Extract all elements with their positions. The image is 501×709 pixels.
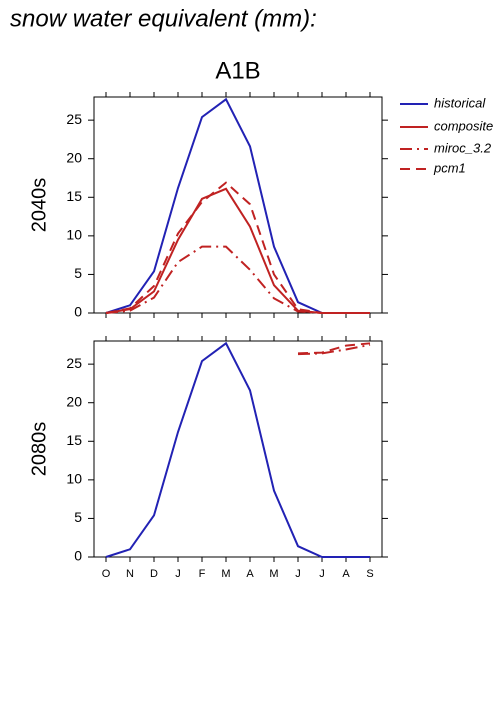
data-line [297,342,371,355]
x-tick-label: J [175,568,181,580]
data-line [105,245,370,314]
plot-frame [93,340,383,558]
data-line [105,187,370,314]
data-line [105,181,370,314]
x-tick-label: S [366,568,373,580]
x-tick-label: D [150,568,158,580]
x-tick-label: J [295,568,301,580]
legend-label: miroc_3.2 [434,140,492,155]
y-tick-label: 5 [74,509,82,525]
x-tick-label: M [269,568,278,580]
y-axis-label: 2040s [28,178,50,233]
panel-title: A1B [215,57,260,84]
x-tick-label: F [199,568,206,580]
legend-label: historical [434,95,486,110]
x-tick-label: J [319,568,325,580]
y-tick-label: 20 [66,149,82,165]
x-tick-label: M [221,568,230,580]
y-tick-label: 15 [66,432,82,448]
legend-label: composite [434,118,493,133]
y-tick-label: 0 [74,548,82,564]
page-title: snow water equivalent (mm): [10,5,317,32]
x-tick-label: N [126,568,134,580]
x-tick-label: A [246,568,254,580]
y-tick-label: 25 [66,111,82,127]
y-tick-label: 15 [66,188,82,204]
legend-label: pcm1 [433,160,466,175]
data-line [105,341,370,558]
y-tick-label: 5 [74,265,82,281]
y-tick-label: 10 [66,471,82,487]
y-tick-label: 20 [66,393,82,409]
x-tick-label: A [342,568,350,580]
x-tick-label: O [102,568,111,580]
y-tick-label: 25 [66,355,82,371]
y-tick-label: 10 [66,227,82,243]
y-axis-label: 2080s [28,422,50,477]
y-tick-label: 0 [74,304,82,320]
plot-frame [93,96,383,314]
